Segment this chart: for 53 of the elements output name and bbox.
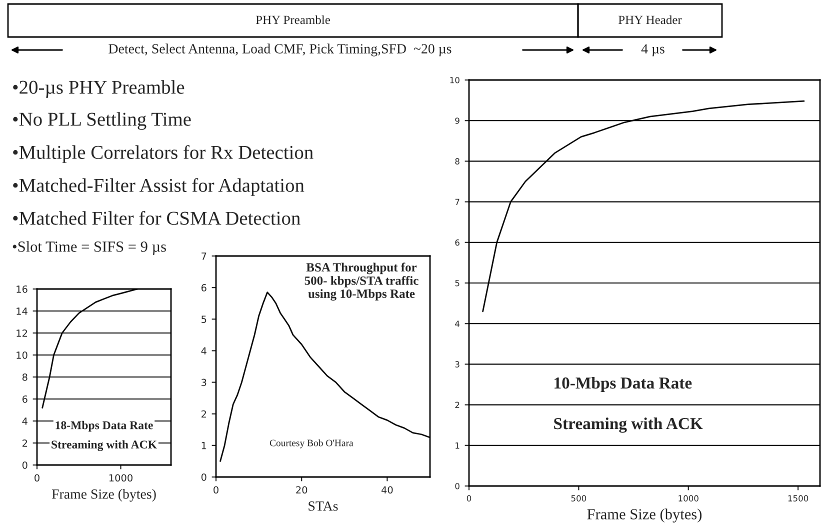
annotation: 10-Mbps Data Rate [554, 376, 692, 392]
x-axis-title: Frame Size (bytes) [587, 508, 702, 523]
x-tick-label: 500 [571, 495, 586, 502]
y-tick-label: 8 [22, 373, 28, 381]
text: •Matched Filter for CSMA Detection [13, 210, 300, 225]
y-tick-label: 1 [456, 442, 460, 449]
text: 4 µs [641, 44, 664, 56]
y-tick-label: 6 [22, 395, 28, 403]
x-tick-label: 40 [381, 486, 393, 494]
text: •20-µs PHY Preamble [13, 80, 184, 98]
annotation: Streaming with ACK [554, 417, 703, 433]
annotation: Courtesy Bob O'Hara [270, 439, 354, 448]
y-tick-label: 8 [455, 158, 460, 164]
y-tick-label: 12 [16, 329, 27, 337]
y-tick-label: 5 [455, 280, 460, 286]
y-tick-label: 14 [16, 308, 28, 315]
y-tick-label: 3 [455, 361, 460, 368]
y-tick-label: 4 [22, 418, 28, 425]
y-tick-label: 16 [16, 285, 28, 293]
text: •Multiple Correlators for Rx Detection [13, 145, 314, 163]
text: PHY Preamble [256, 15, 330, 24]
text: BSA Throughput for 500- kbps/STA traffic using 10-Mbps Rate [304, 262, 418, 301]
y-tick-label: 10 [450, 76, 460, 84]
y-tick-label: 2 [22, 439, 27, 447]
y-tick-label: 0 [22, 461, 28, 469]
y-tick-label: 3 [202, 378, 206, 386]
x-tick-label: 0 [466, 495, 472, 502]
y-tick-label: 2 [202, 410, 206, 418]
text: •Matched-Filter Assist for Adaptation [13, 178, 304, 196]
annotation: 18-Mbps Data Rate [56, 420, 153, 432]
text: Detect, Select Antenna, Load CMF, Pick Timing,SFD ~20 µs [108, 44, 452, 56]
x-tick-label: 20 [296, 486, 308, 494]
text: •No PLL Settling Time [13, 112, 191, 130]
x-tick-label: 1000 [109, 474, 132, 482]
y-tick-label: 4 [455, 320, 460, 327]
y-tick-label: 9 [455, 118, 460, 124]
x-axis-title: STAs [308, 501, 338, 511]
x-tick-label: 1000 [678, 495, 698, 502]
y-tick-label: 1 [202, 442, 206, 450]
y-tick-label: 6 [201, 284, 206, 292]
y-tick-label: 7 [202, 252, 206, 260]
y-tick-label: 10 [16, 351, 28, 359]
y-tick-label: 2 [455, 402, 460, 408]
y-tick-label: 7 [455, 198, 460, 205]
x-axis-title: Frame Size (bytes) [52, 488, 156, 502]
x-tick-label: 1500 [788, 495, 808, 502]
y-tick-label: 4 [201, 347, 206, 354]
text: PHY Header [618, 15, 682, 24]
y-tick-label: 5 [202, 316, 206, 323]
y-tick-label: 6 [455, 239, 460, 246]
x-tick-label: 0 [214, 486, 218, 494]
annotation: Streaming with ACK [52, 440, 157, 452]
text: •Slot Time = SIFS = 9 µs [12, 241, 166, 255]
